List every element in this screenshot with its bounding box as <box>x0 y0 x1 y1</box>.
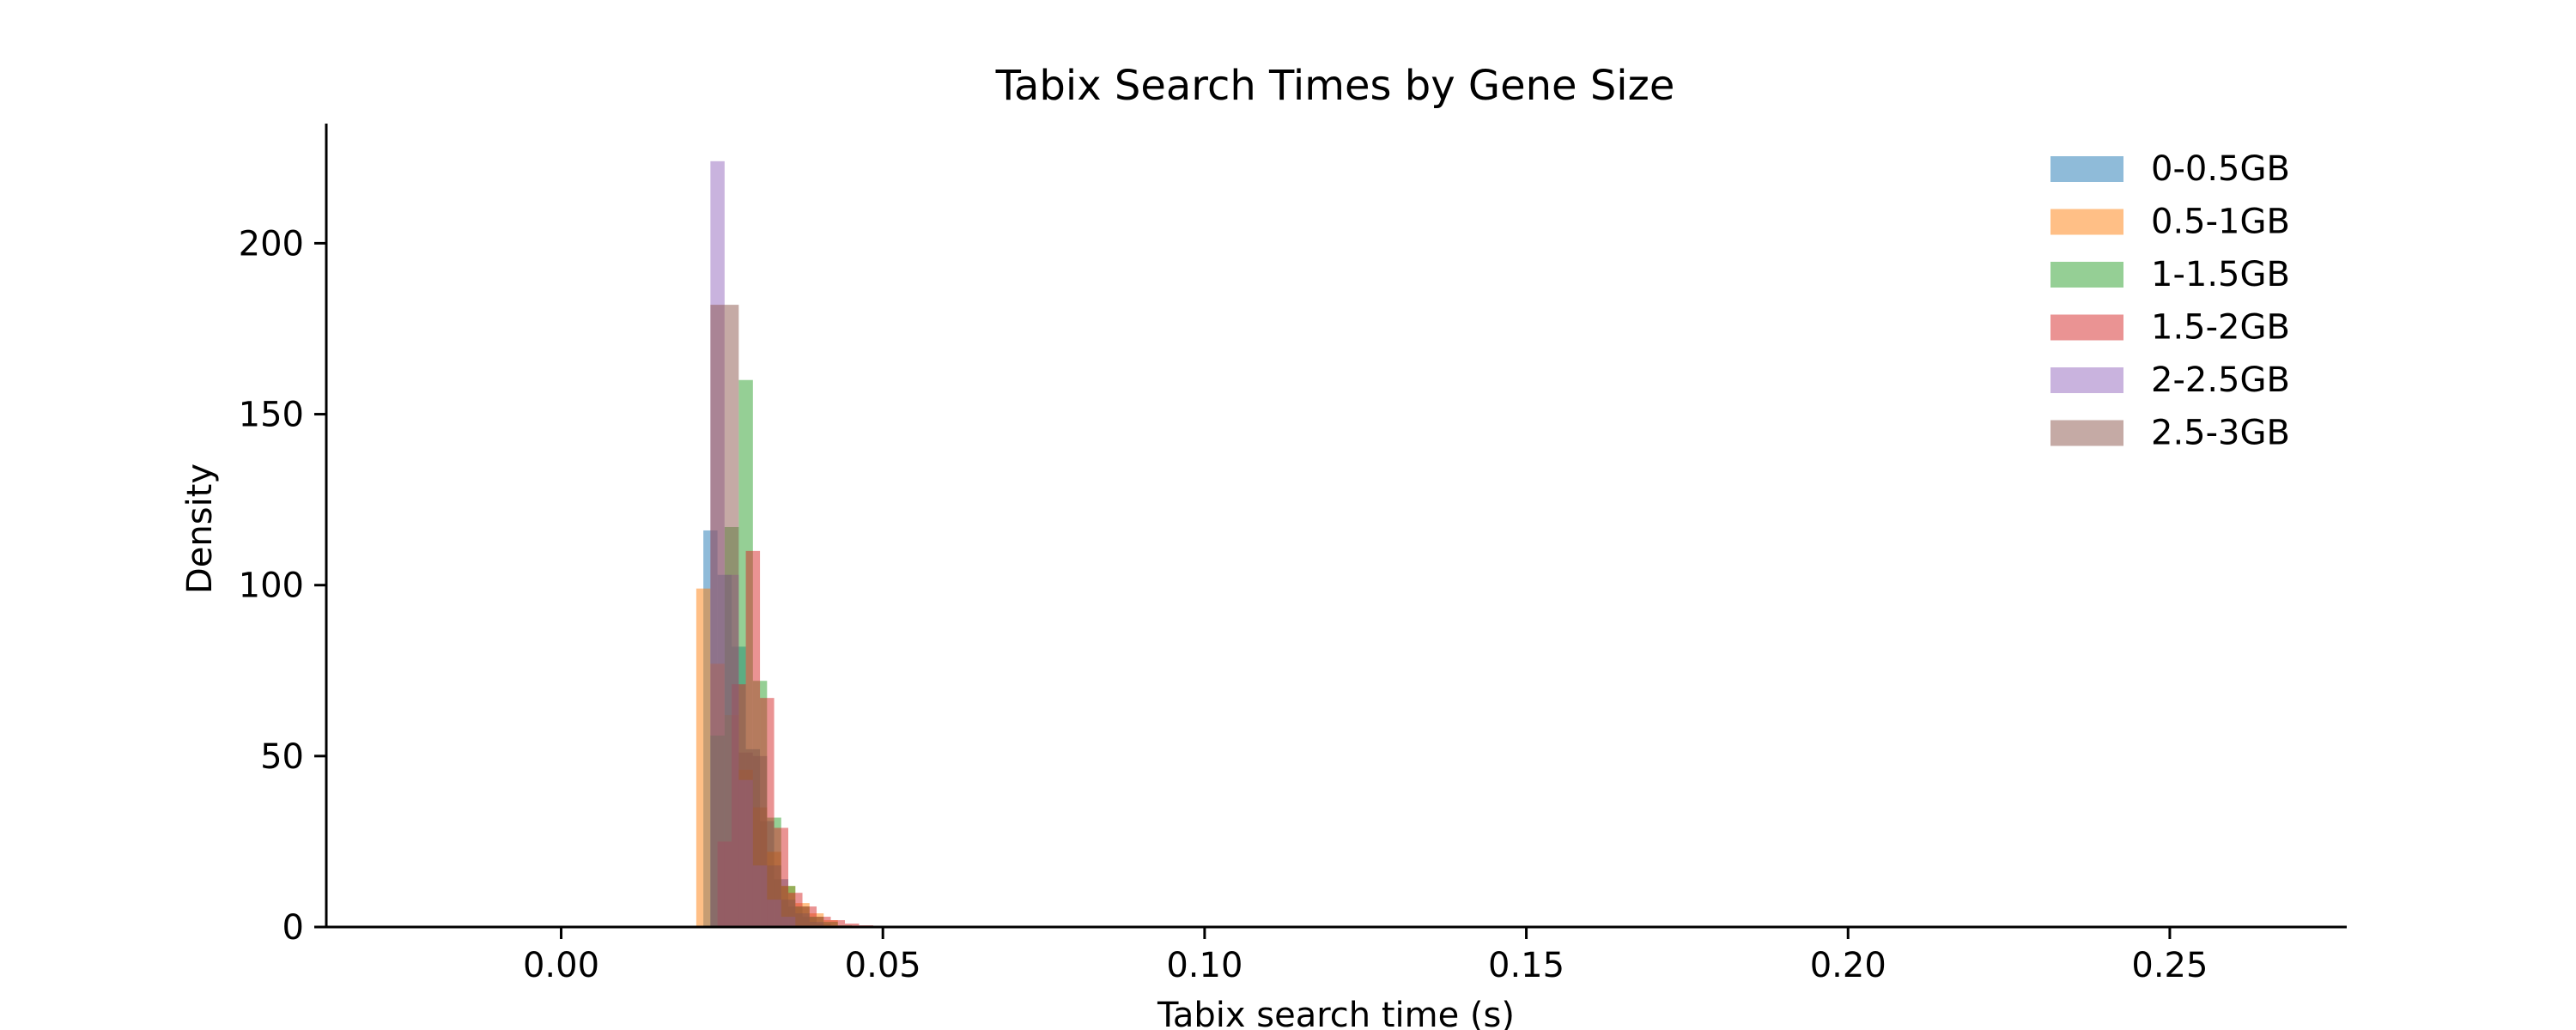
histogram-bar <box>752 755 768 927</box>
legend-swatch <box>2050 262 2123 288</box>
histogram-bar <box>781 900 796 927</box>
series-bars-5 <box>710 305 824 927</box>
x-tick-label: 0.10 <box>1166 946 1242 985</box>
y-tick-label: 0 <box>283 908 304 948</box>
histogram-bar <box>710 305 725 927</box>
legend-label: 1-1.5GB <box>2151 255 2290 294</box>
x-tick-label: 0.20 <box>1810 946 1886 985</box>
y-tick-label: 50 <box>260 737 304 777</box>
x-tick-label: 0.00 <box>523 946 599 985</box>
histogram-bar <box>795 913 810 927</box>
x-axis-ticks: 0.00 0.05 0.10 0.15 0.20 0.25 <box>523 927 2208 985</box>
chart-title: Tabix Search Times by Gene Size <box>995 62 1675 110</box>
y-tick-label: 200 <box>239 224 304 264</box>
legend-label: 1.5-2GB <box>2151 308 2290 348</box>
histogram-bar <box>809 922 824 927</box>
x-tick-label: 0.25 <box>2131 946 2208 985</box>
legend-label: 0.5-1GB <box>2151 203 2290 242</box>
legend-label: 2-2.5GB <box>2151 360 2290 400</box>
histogram-bar <box>724 305 739 927</box>
histogram-bar <box>767 865 781 927</box>
legend-swatch <box>2050 209 2123 235</box>
histogram-bar <box>830 920 845 927</box>
histogram-bar <box>738 752 753 927</box>
x-tick-label: 0.05 <box>845 946 921 985</box>
legend: 0-0.5GB 0.5-1GB 1-1.5GB 1.5-2GB 2-2.5GB 2.5-3… <box>2050 149 2290 453</box>
histogram-bar <box>696 588 711 927</box>
histogram-bar <box>844 924 860 927</box>
legend-swatch <box>2050 314 2123 341</box>
legend-swatch <box>2050 156 2123 182</box>
y-axis-label: Density <box>180 464 220 594</box>
legend-swatch <box>2050 367 2123 393</box>
histogram-bars <box>696 161 873 928</box>
y-axis-ticks: 0 50 100 150 200 <box>239 224 326 948</box>
legend-label: 2.5-3GB <box>2151 414 2290 453</box>
y-tick-label: 100 <box>239 566 304 606</box>
y-tick-label: 150 <box>239 396 304 435</box>
x-axis-label: Tabix search time (s) <box>1157 996 1515 1030</box>
x-tick-label: 0.15 <box>1488 946 1564 985</box>
legend-label: 0-0.5GB <box>2151 149 2290 189</box>
legend-swatch <box>2050 420 2123 446</box>
